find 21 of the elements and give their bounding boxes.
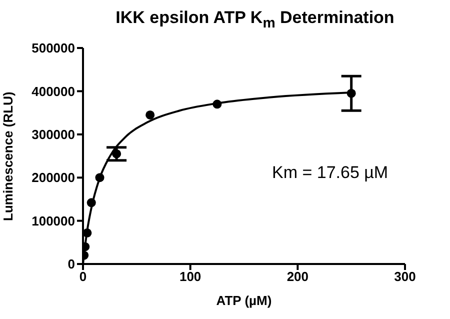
chart-title: IKK epsilon ATP K$_{m}$ Determination	[116, 8, 394, 32]
x-tick-label: 200	[286, 269, 309, 284]
y-tick-label: 300000	[32, 127, 75, 142]
annotation: Km = 17.65 µM	[272, 163, 388, 183]
y-tick-label: 400000	[32, 84, 75, 99]
x-tick-label: 300	[394, 269, 416, 284]
x-tick-label: 100	[179, 269, 202, 284]
point	[112, 149, 122, 158]
point	[95, 173, 104, 182]
y-tick-label: 200000	[32, 170, 75, 186]
x-axis-title: ATP (µM)	[216, 293, 272, 308]
point	[212, 100, 222, 109]
x-tick-label: 0	[79, 269, 87, 284]
y-tick-label: 0	[68, 256, 75, 272]
y-tick-label: 500000	[32, 40, 75, 56]
point	[83, 228, 92, 238]
y-tick-label: 100000	[32, 213, 75, 228]
point	[86, 198, 96, 208]
y-axis-title: Luminescence (RLU)	[0, 92, 16, 221]
point	[146, 110, 155, 120]
point	[346, 88, 356, 98]
